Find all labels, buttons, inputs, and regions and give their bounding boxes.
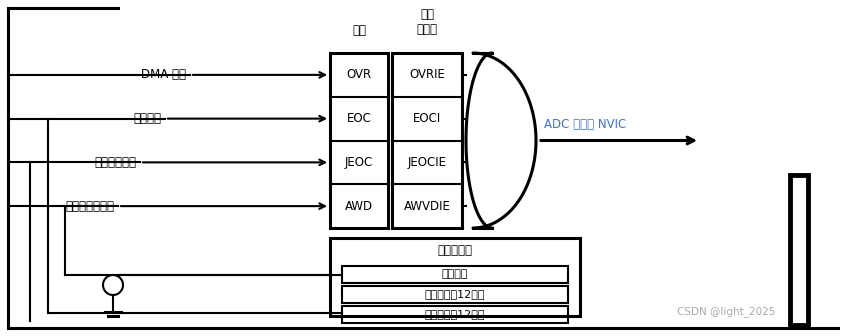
Text: 标志: 标志 (352, 24, 366, 37)
Bar (342, 306, 568, 323)
Bar (392, 53, 462, 228)
Text: 比较结果: 比较结果 (442, 269, 468, 280)
Text: JEOCIE: JEOCIE (407, 156, 447, 169)
Text: 阈值下限（12位）: 阈值下限（12位） (425, 309, 486, 320)
Text: OVR: OVR (346, 68, 372, 81)
Text: 转换结束: 转换结束 (133, 112, 161, 125)
Text: EOC: EOC (346, 112, 372, 125)
Text: EOCI: EOCI (413, 112, 441, 125)
Text: CSDN @light_2025: CSDN @light_2025 (677, 306, 776, 318)
Text: DMA 溢出: DMA 溢出 (141, 68, 186, 81)
Bar (330, 238, 580, 316)
Bar (330, 53, 388, 228)
Text: ADC 中断到 NVIC: ADC 中断到 NVIC (544, 118, 626, 131)
Text: AWVDIE: AWVDIE (404, 200, 450, 213)
Text: 中断
使能位: 中断 使能位 (416, 8, 438, 36)
Text: JEOC: JEOC (345, 156, 373, 169)
Text: OVRIE: OVRIE (409, 68, 445, 81)
Bar (790, 175, 808, 325)
Text: 模拟看门狗事件: 模拟看门狗事件 (65, 200, 114, 213)
Bar (342, 286, 568, 303)
Text: 注入转换结束: 注入转换结束 (94, 156, 136, 169)
Text: 模拟看门狗: 模拟看门狗 (438, 245, 472, 257)
Bar (342, 266, 568, 283)
Text: 阈值上限（12位）: 阈值上限（12位） (425, 290, 486, 299)
Text: AWD: AWD (345, 200, 373, 213)
